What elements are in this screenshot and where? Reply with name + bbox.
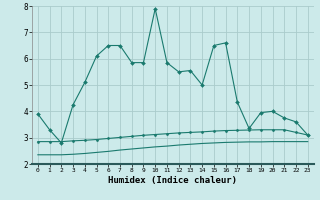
X-axis label: Humidex (Indice chaleur): Humidex (Indice chaleur) xyxy=(108,176,237,185)
